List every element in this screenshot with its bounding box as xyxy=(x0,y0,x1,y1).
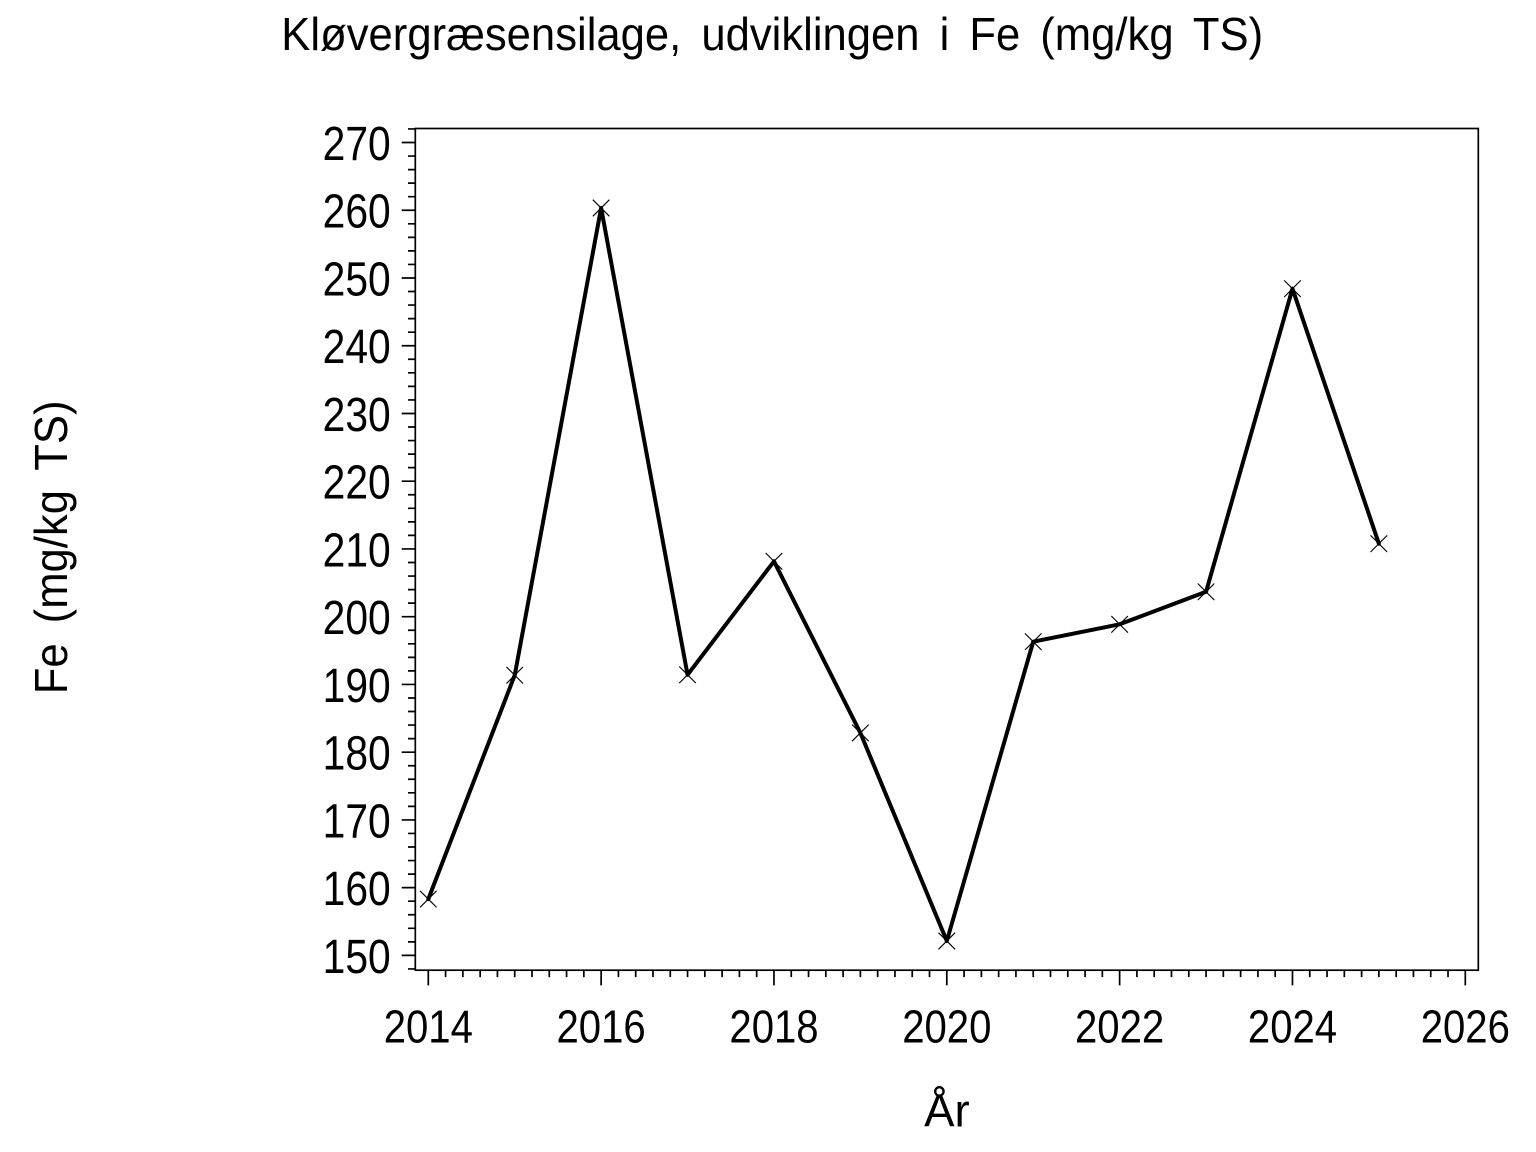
svg-text:År: År xyxy=(924,1084,970,1137)
svg-text:230: 230 xyxy=(323,389,391,442)
svg-text:2016: 2016 xyxy=(557,1002,646,1053)
svg-text:Fe (mg/kg TS): Fe (mg/kg TS) xyxy=(25,401,78,695)
svg-text:2024: 2024 xyxy=(1248,1002,1337,1053)
svg-text:220: 220 xyxy=(323,457,391,510)
svg-text:2022: 2022 xyxy=(1075,1002,1164,1053)
svg-text:210: 210 xyxy=(323,524,391,577)
svg-text:270: 270 xyxy=(323,118,391,171)
svg-text:2020: 2020 xyxy=(902,1002,991,1053)
svg-text:190: 190 xyxy=(323,660,391,713)
svg-text:2014: 2014 xyxy=(384,1002,473,1053)
svg-text:170: 170 xyxy=(323,795,391,848)
svg-text:160: 160 xyxy=(323,863,391,916)
svg-text:150: 150 xyxy=(323,931,391,984)
svg-text:250: 250 xyxy=(323,253,391,306)
svg-text:180: 180 xyxy=(323,728,391,781)
svg-text:240: 240 xyxy=(323,321,391,374)
svg-text:Kløvergræsensilage, udviklinge: Kløvergræsensilage, udviklingen i Fe (mg… xyxy=(281,8,1263,61)
svg-text:260: 260 xyxy=(323,186,391,239)
svg-text:2026: 2026 xyxy=(1421,1002,1510,1053)
svg-text:2018: 2018 xyxy=(729,1002,818,1053)
svg-text:200: 200 xyxy=(323,592,391,645)
